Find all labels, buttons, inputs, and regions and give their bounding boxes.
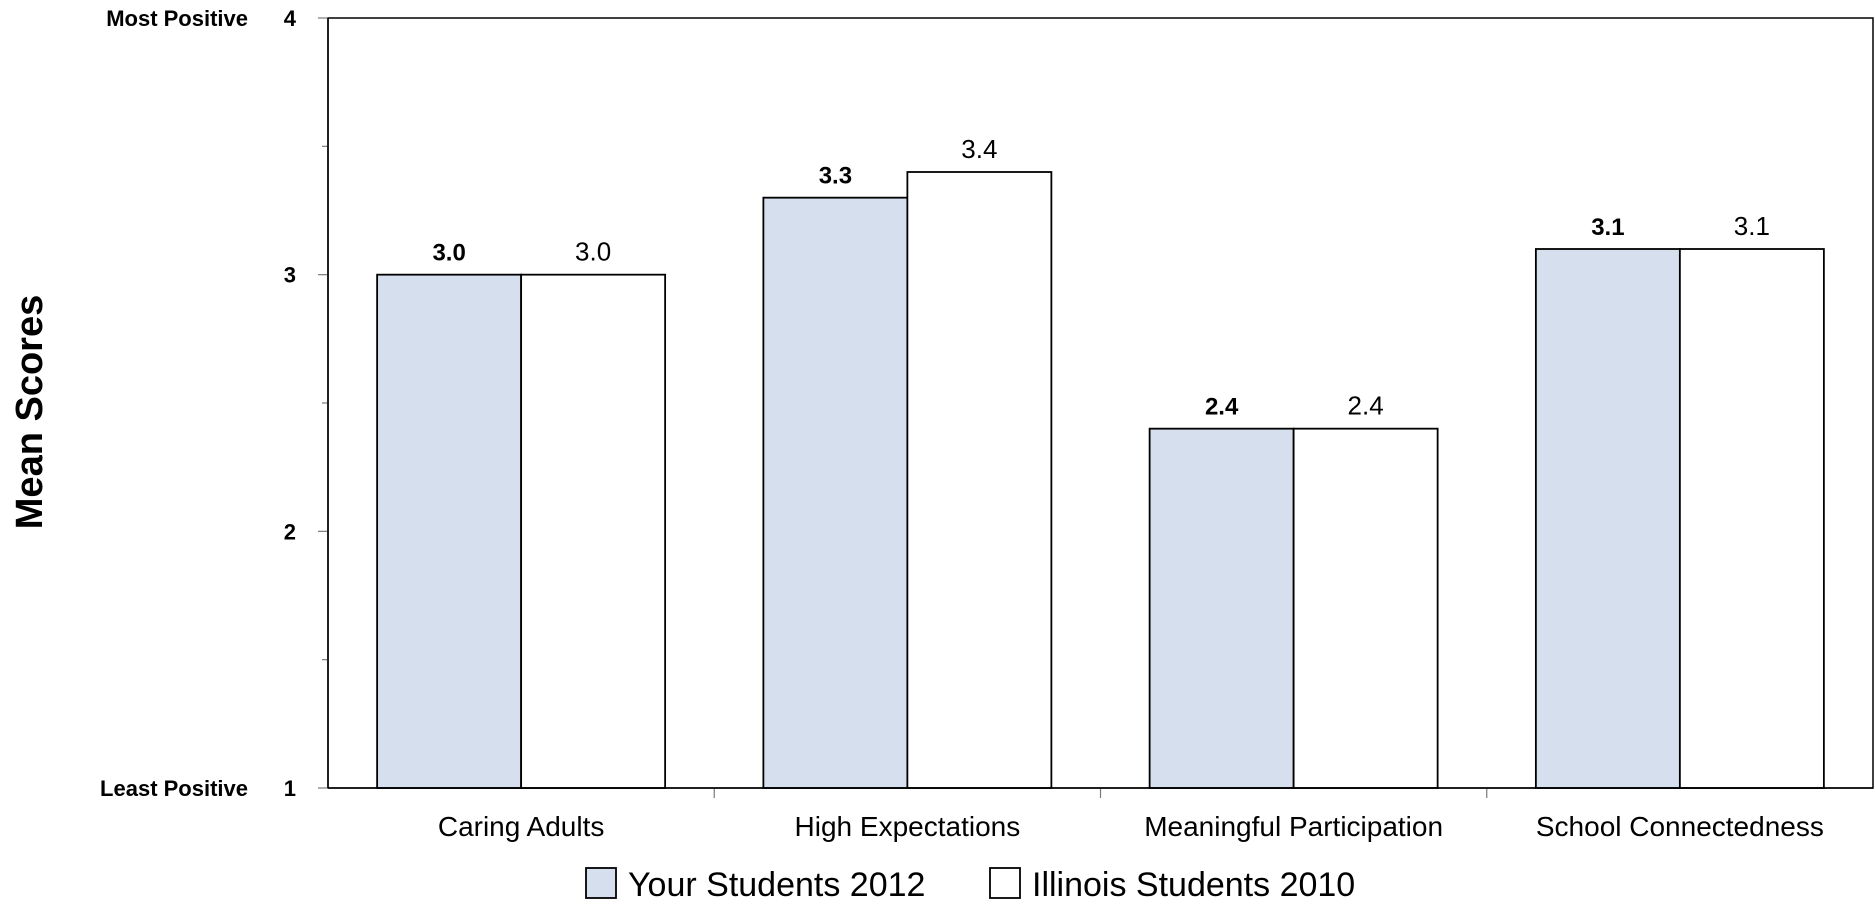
bar-your-students-2012	[1534, 248, 1681, 789]
bar-illinois-students-2010	[1292, 427, 1439, 789]
bar-your-students-2012	[1148, 427, 1295, 789]
bar-illinois-students-2010	[906, 171, 1053, 789]
x-category-label: Meaningful Participation	[1144, 811, 1443, 842]
bar-your-students-2012	[762, 196, 909, 789]
data-label-illinois-students-2010: 3.4	[961, 134, 997, 164]
legend-swatch-illinois-students-2010	[989, 867, 1021, 899]
legend-swatch-your-students-2012	[585, 867, 617, 899]
y-tick-label: 4	[284, 6, 297, 31]
data-label-illinois-students-2010: 3.0	[575, 237, 611, 267]
legend-label-illinois-students-2010: Illinois Students 2010	[1032, 866, 1355, 904]
data-label-your-students-2012: 3.1	[1591, 214, 1624, 241]
y-tick-descriptor: Most Positive	[106, 6, 248, 31]
x-category-label: School Connectedness	[1536, 811, 1824, 842]
bar-your-students-2012	[376, 273, 523, 789]
legend-label-your-students-2012: Your Students 2012	[628, 866, 925, 904]
y-tick-label: 3	[284, 263, 296, 288]
data-label-your-students-2012: 3.0	[432, 240, 465, 267]
y-tick-descriptor: Least Positive	[100, 776, 248, 801]
data-label-illinois-students-2010: 2.4	[1348, 391, 1384, 421]
data-label-your-students-2012: 3.3	[819, 163, 852, 190]
data-label-illinois-students-2010: 3.1	[1734, 211, 1770, 241]
x-category-label: Caring Adults	[438, 811, 605, 842]
y-axis-title: Mean Scores	[9, 295, 51, 529]
bar-illinois-students-2010	[1678, 248, 1825, 789]
data-label-your-students-2012: 2.4	[1205, 394, 1239, 421]
y-tick-label: 2	[284, 519, 296, 544]
bar-illinois-students-2010	[520, 273, 667, 789]
x-category-label: High Expectations	[795, 811, 1021, 842]
y-tick-label: 1	[284, 776, 296, 801]
